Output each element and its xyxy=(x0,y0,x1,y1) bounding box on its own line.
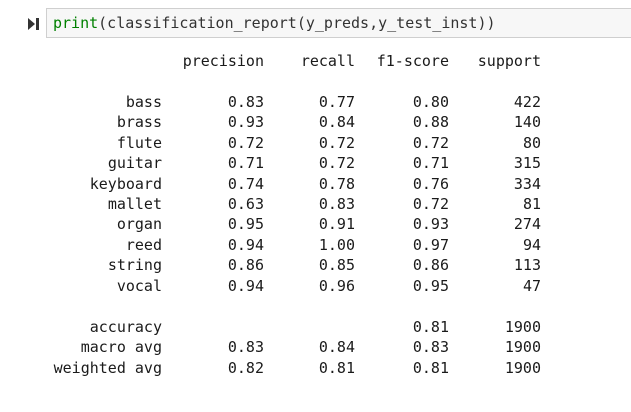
cell-recall: 0.77 xyxy=(318,93,355,111)
cell-recall: 0.78 xyxy=(318,175,355,193)
cell-recall: 1.00 xyxy=(318,236,355,254)
row-label: mallet xyxy=(107,195,162,213)
cell-precision: 0.63 xyxy=(227,195,264,213)
cell-support: 1900 xyxy=(504,338,541,356)
cell-f1-score: 0.86 xyxy=(412,256,449,274)
header-f1-score: f1-score xyxy=(376,52,449,70)
cell-f1-score: 0.97 xyxy=(412,236,449,254)
cell-recall: 0.96 xyxy=(318,277,355,295)
cell-support: 47 xyxy=(522,277,541,295)
cell-recall: 0.83 xyxy=(318,195,355,213)
cell-precision: 0.94 xyxy=(227,236,264,254)
row-label: bass xyxy=(125,93,162,111)
header-recall: recall xyxy=(300,52,355,70)
cell-precision: 0.72 xyxy=(227,134,264,152)
run-cell-icon[interactable] xyxy=(27,17,41,31)
cell-precision: 0.74 xyxy=(227,175,264,193)
cell-support: 1900 xyxy=(504,318,541,336)
cell-precision: 0.94 xyxy=(227,277,264,295)
cell-support: 422 xyxy=(513,93,541,111)
cell-recall: 0.91 xyxy=(318,215,355,233)
row-label: brass xyxy=(116,113,162,131)
cell-f1-score: 0.81 xyxy=(412,359,449,377)
row-label: keyboard xyxy=(89,175,162,193)
header-support: support xyxy=(477,52,541,70)
cell-support: 140 xyxy=(513,113,541,131)
row-label: accuracy xyxy=(89,318,162,336)
cell-precision: 0.83 xyxy=(227,338,264,356)
cell-f1-score: 0.88 xyxy=(412,113,449,131)
cell-f1-score: 0.76 xyxy=(412,175,449,193)
cell-f1-score: 0.93 xyxy=(412,215,449,233)
row-label: string xyxy=(107,256,162,274)
cell-recall: 0.84 xyxy=(318,113,355,131)
code-arguments: (classification_report(y_preds,y_test_in… xyxy=(98,14,496,32)
row-label: organ xyxy=(116,215,162,233)
code-function-name: print xyxy=(53,14,99,32)
cell-precision: 0.82 xyxy=(227,359,264,377)
row-label: flute xyxy=(116,134,162,152)
cell-recall: 0.84 xyxy=(318,338,355,356)
cell-support: 113 xyxy=(513,256,541,274)
cell-f1-score: 0.72 xyxy=(412,134,449,152)
row-label: vocal xyxy=(116,277,162,295)
cell-f1-score: 0.81 xyxy=(412,318,449,336)
cell-support: 94 xyxy=(522,236,541,254)
cell-precision: 0.95 xyxy=(227,215,264,233)
cell-support: 334 xyxy=(513,175,541,193)
cell-f1-score: 0.72 xyxy=(412,195,449,213)
cell-precision: 0.93 xyxy=(227,113,264,131)
row-label: guitar xyxy=(107,154,162,172)
cell-support: 274 xyxy=(513,215,541,233)
cell-recall: 0.72 xyxy=(318,134,355,152)
cell-precision: 0.71 xyxy=(227,154,264,172)
cell-support: 1900 xyxy=(504,359,541,377)
header-precision: precision xyxy=(182,52,264,70)
row-label: macro avg xyxy=(80,338,162,356)
cell-recall: 0.85 xyxy=(318,256,355,274)
cell-support: 81 xyxy=(522,195,541,213)
cell-precision: 0.86 xyxy=(227,256,264,274)
cell-precision: 0.83 xyxy=(227,93,264,111)
cell-recall: 0.81 xyxy=(318,359,355,377)
code-line: print(classification_report(y_preds,y_te… xyxy=(53,14,496,32)
cell-f1-score: 0.83 xyxy=(412,338,449,356)
code-input-cell[interactable]: print(classification_report(y_preds,y_te… xyxy=(46,8,631,38)
cell-f1-score: 0.71 xyxy=(412,154,449,172)
cell-support: 315 xyxy=(513,154,541,172)
cell-support: 80 xyxy=(522,134,541,152)
row-label: weighted avg xyxy=(53,359,162,377)
cell-f1-score: 0.95 xyxy=(412,277,449,295)
row-label: reed xyxy=(125,236,162,254)
cell-recall: 0.72 xyxy=(318,154,355,172)
cell-f1-score: 0.80 xyxy=(412,93,449,111)
